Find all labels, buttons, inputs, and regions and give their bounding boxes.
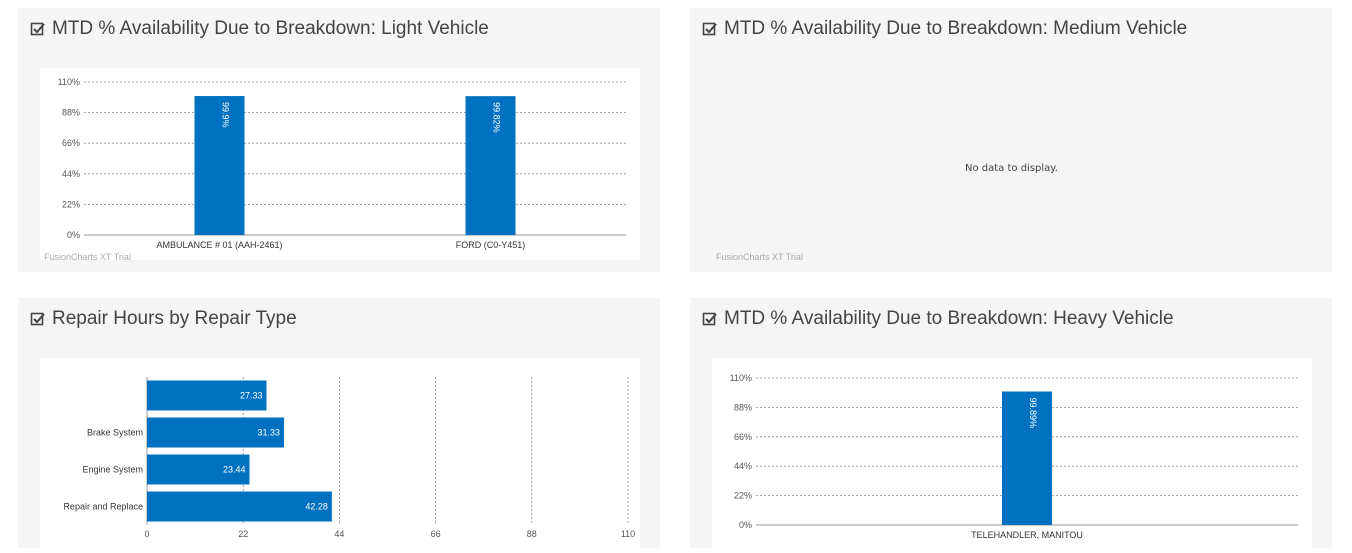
y-tick-label: 66% (62, 138, 80, 148)
repair-hours-chart-svg: 0 22 44 66 88 110 27.33 Brake System 31.33 Engine… (63, 377, 635, 539)
y-tick-label: 22% (62, 199, 80, 209)
light-vehicle-panel: MTD % Availability Due to Breakdown: Lig… (18, 8, 660, 272)
y-tick-label: 88% (62, 108, 80, 118)
x-category-label: FORD (C0-Y451) (456, 240, 526, 250)
x-tick-label: 66 (431, 529, 441, 539)
medium-vehicle-panel: MTD % Availability Due to Breakdown: Med… (690, 8, 1332, 272)
y-tick-label: 44% (734, 461, 752, 471)
heavy-vehicle-chart: 0% 22% 44% 66% 88% 110% TELEHANDLER, MANITOU 99… (712, 358, 1312, 548)
bar (147, 380, 267, 411)
bar-value-label: 99.82% (492, 102, 502, 133)
y-tick-label: 110% (730, 373, 752, 383)
light-vehicle-title: MTD % Availability Due to Breakdown: Lig… (52, 18, 489, 39)
bar (1002, 391, 1052, 525)
y-tick-label: 88% (734, 402, 752, 412)
heavy-vehicle-panel: MTD % Availability Due to Breakdown: Hea… (690, 298, 1332, 548)
check-square-icon (702, 312, 717, 326)
y-category-label: Brake System (87, 428, 143, 438)
medium-vehicle-title: MTD % Availability Due to Breakdown: Med… (724, 18, 1188, 39)
y-tick-label: 110% (58, 77, 80, 87)
bar-value-label: 23.44 (223, 465, 246, 475)
light-vehicle-watermark: FusionCharts XT Trial (44, 252, 131, 262)
repair-hours-header: Repair Hours by Repair Type (30, 308, 297, 330)
light-vehicle-chart-svg: 0% 22% 44% 66% 88% 110% AMBULANCE # 01 (AAH-24… (58, 77, 626, 250)
heavy-vehicle-header: MTD % Availability Due to Breakdown: Hea… (702, 308, 1174, 330)
light-vehicle-chart: 0% 22% 44% 66% 88% 110% AMBULANCE # 01 (AAH-24… (40, 68, 640, 260)
light-vehicle-header: MTD % Availability Due to Breakdown: Lig… (30, 18, 489, 40)
check-square-icon (702, 22, 717, 36)
medium-vehicle-watermark: FusionCharts XT Trial (716, 252, 803, 262)
heavy-vehicle-title: MTD % Availability Due to Breakdown: Hea… (724, 308, 1174, 329)
y-category-label: Repair and Replace (63, 502, 143, 512)
y-tick-label: 44% (62, 169, 80, 179)
bar-value-label: 42.28 (305, 502, 328, 512)
x-tick-label: 110 (621, 529, 635, 539)
x-tick-label: 88 (527, 529, 537, 539)
bar-value-label: 99.89% (1028, 398, 1038, 429)
bar-value-label: 31.33 (257, 428, 280, 438)
x-category-label: AMBULANCE # 01 (AAH-2461) (156, 240, 282, 250)
y-tick-label: 0% (739, 520, 752, 530)
repair-hours-chart: 0 22 44 66 88 110 27.33 Brake System 31.33 Engine… (40, 358, 640, 548)
bar (194, 96, 245, 235)
bar-value-label: 99.9% (221, 102, 231, 128)
y-tick-label: 66% (734, 432, 752, 442)
no-data-message: No data to display. (965, 163, 1058, 174)
check-square-icon (30, 312, 45, 326)
repair-hours-panel: Repair Hours by Repair Type 0 22 44 66 88 110… (18, 298, 660, 548)
y-tick-label: 22% (734, 491, 752, 501)
x-category-label: TELEHANDLER, MANITOU (971, 530, 1083, 540)
medium-vehicle-header: MTD % Availability Due to Breakdown: Med… (702, 18, 1187, 40)
x-tick-label: 0 (144, 529, 149, 539)
check-square-icon (30, 22, 45, 36)
bar (147, 417, 284, 448)
x-tick-label: 22 (238, 529, 248, 539)
heavy-vehicle-chart-svg: 0% 22% 44% 66% 88% 110% TELEHANDLER, MANITOU 99… (730, 373, 1298, 540)
bar (465, 96, 516, 235)
y-tick-label: 0% (67, 230, 80, 240)
bar (147, 454, 250, 485)
bar-value-label: 27.33 (240, 391, 263, 401)
y-category-label: Engine System (82, 465, 143, 475)
x-tick-label: 44 (334, 529, 344, 539)
repair-hours-title: Repair Hours by Repair Type (52, 308, 297, 329)
bar (147, 491, 332, 522)
